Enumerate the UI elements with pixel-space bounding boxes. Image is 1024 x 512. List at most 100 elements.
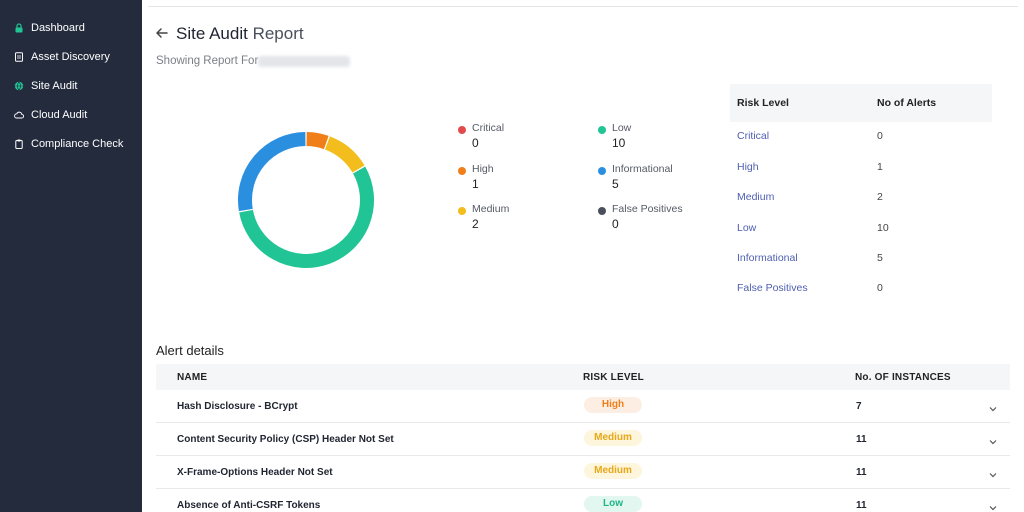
- instance-count: 7: [856, 401, 862, 412]
- legend-item-high: High 1: [458, 163, 578, 199]
- legend-item-low: Low 10: [598, 122, 718, 158]
- summary-row: Informational 5: [730, 252, 992, 272]
- risk-level-link-high[interactable]: High: [737, 161, 759, 173]
- legend-dot: [458, 207, 466, 215]
- page-title: Site Audit Report: [176, 24, 304, 44]
- alert-table-header: NAME RISK LEVEL No. OF INSTANCES: [156, 364, 1010, 390]
- divider: [148, 6, 1018, 7]
- risk-level-link-false-positives[interactable]: False Positives: [737, 282, 808, 294]
- sidebar-item-label: Cloud Audit: [31, 109, 88, 121]
- alert-name: Content Security Policy (CSP) Header Not…: [177, 434, 394, 445]
- legend-item-medium: Medium 2: [458, 203, 578, 239]
- risk-summary-table: Risk Level No of Alerts Critical 0 High …: [730, 84, 992, 309]
- alert-count: 2: [877, 191, 883, 203]
- legend-dot: [458, 167, 466, 175]
- summary-row: Critical 0: [730, 130, 992, 150]
- alert-row[interactable]: Content Security Policy (CSP) Header Not…: [156, 423, 1010, 456]
- risk-badge: Medium: [584, 463, 642, 479]
- sidebar-item-compliance-check[interactable]: Compliance Check: [0, 134, 142, 154]
- donut-slice-medium: [324, 136, 365, 173]
- legend-value: 1: [472, 177, 479, 191]
- legend-value: 0: [472, 136, 479, 150]
- legend-label: High: [472, 163, 494, 175]
- summary-row: False Positives 0: [730, 282, 992, 302]
- risk-level-link-low[interactable]: Low: [737, 222, 757, 234]
- alert-count: 10: [877, 222, 889, 234]
- risk-level-link-medium[interactable]: Medium: [737, 191, 775, 203]
- instance-count: 11: [856, 434, 867, 445]
- summary-header-risk: Risk Level: [737, 97, 789, 109]
- cloud-icon: [14, 110, 24, 120]
- alert-name: Hash Disclosure - BCrypt: [177, 401, 298, 412]
- alert-details-title: Alert details: [156, 343, 224, 358]
- header-instances: No. OF INSTANCES: [855, 372, 951, 383]
- legend-label: Low: [612, 122, 632, 134]
- alert-row[interactable]: Hash Disclosure - BCrypt High 7: [156, 390, 1010, 423]
- sidebar-item-dashboard[interactable]: Dashboard: [0, 18, 142, 38]
- clipboard-icon: [14, 139, 24, 149]
- report-subtitle: Showing Report For: [156, 55, 259, 67]
- chevron-down-icon[interactable]: [988, 401, 998, 412]
- alert-count: 1: [877, 161, 883, 173]
- chevron-down-icon[interactable]: [988, 500, 998, 511]
- lock-icon: [14, 23, 24, 33]
- legend-label: Critical: [472, 122, 505, 134]
- summary-header-count: No of Alerts: [877, 97, 937, 109]
- chevron-down-icon[interactable]: [988, 434, 998, 445]
- summary-row: Medium 2: [730, 191, 992, 211]
- risk-level-link-informational[interactable]: Informational: [737, 252, 798, 264]
- alert-row[interactable]: Absence of Anti-CSRF Tokens Low 11: [156, 489, 1010, 512]
- sidebar-item-cloud-audit[interactable]: Cloud Audit: [0, 105, 142, 125]
- risk-badge: Low: [584, 496, 642, 512]
- sidebar-item-site-audit[interactable]: Site Audit: [0, 76, 142, 96]
- alert-count: 0: [877, 282, 883, 294]
- alert-count: 0: [877, 130, 883, 142]
- sidebar-item-label: Dashboard: [31, 22, 85, 34]
- legend-dot: [458, 126, 466, 134]
- legend-dot: [598, 126, 606, 134]
- sidebar-item-label: Asset Discovery: [31, 51, 110, 63]
- donut-slice-low: [239, 166, 374, 268]
- page-title-main: Site Audit: [176, 24, 248, 43]
- instance-count: 11: [856, 467, 867, 478]
- alert-details-table: NAME RISK LEVEL No. OF INSTANCES Hash Di…: [156, 364, 1010, 512]
- alert-name: X-Frame-Options Header Not Set: [177, 467, 333, 478]
- legend-label: Informational: [612, 163, 673, 175]
- donut-slice-informational: [238, 132, 306, 212]
- risk-badge: Medium: [584, 430, 642, 446]
- sidebar: Dashboard Asset Discovery Site Audit Clo…: [0, 0, 142, 512]
- alert-row[interactable]: X-Frame-Options Header Not Set Medium 11: [156, 456, 1010, 489]
- page-title-suffix: Report: [252, 24, 304, 43]
- sidebar-item-label: Compliance Check: [31, 138, 124, 150]
- header-name: NAME: [177, 372, 208, 383]
- legend-label: False Positives: [612, 203, 683, 215]
- legend-item-critical: Critical 0: [458, 122, 578, 158]
- summary-row: High 1: [730, 161, 992, 181]
- blurred-report-url: [258, 56, 350, 67]
- summary-row: Low 10: [730, 222, 992, 242]
- legend-value: 2: [472, 217, 479, 231]
- back-arrow-icon[interactable]: [154, 25, 170, 41]
- risk-badge: High: [584, 397, 642, 413]
- alert-count: 5: [877, 252, 883, 264]
- legend-item-false-positives: False Positives 0: [598, 203, 718, 239]
- legend-label: Medium: [472, 203, 510, 215]
- alerts-donut-chart: [238, 132, 374, 268]
- chevron-down-icon[interactable]: [988, 467, 998, 478]
- legend-dot: [598, 167, 606, 175]
- legend-item-informational: Informational 5: [598, 163, 718, 199]
- main-content: Site Audit Report Showing Report For Cri…: [142, 0, 1024, 512]
- globe-icon: [14, 81, 24, 91]
- sidebar-item-asset-discovery[interactable]: Asset Discovery: [0, 47, 142, 67]
- summary-header: Risk Level No of Alerts: [730, 84, 992, 122]
- sidebar-item-label: Site Audit: [31, 80, 78, 92]
- legend-value: 5: [612, 177, 619, 191]
- alert-name: Absence of Anti-CSRF Tokens: [177, 500, 321, 511]
- instance-count: 11: [856, 500, 867, 511]
- document-icon: [14, 52, 24, 62]
- risk-level-link-critical[interactable]: Critical: [737, 130, 770, 142]
- legend-value: 0: [612, 217, 619, 231]
- legend-value: 10: [612, 136, 626, 150]
- header-risk-level: RISK LEVEL: [583, 372, 644, 383]
- legend-dot: [598, 207, 606, 215]
